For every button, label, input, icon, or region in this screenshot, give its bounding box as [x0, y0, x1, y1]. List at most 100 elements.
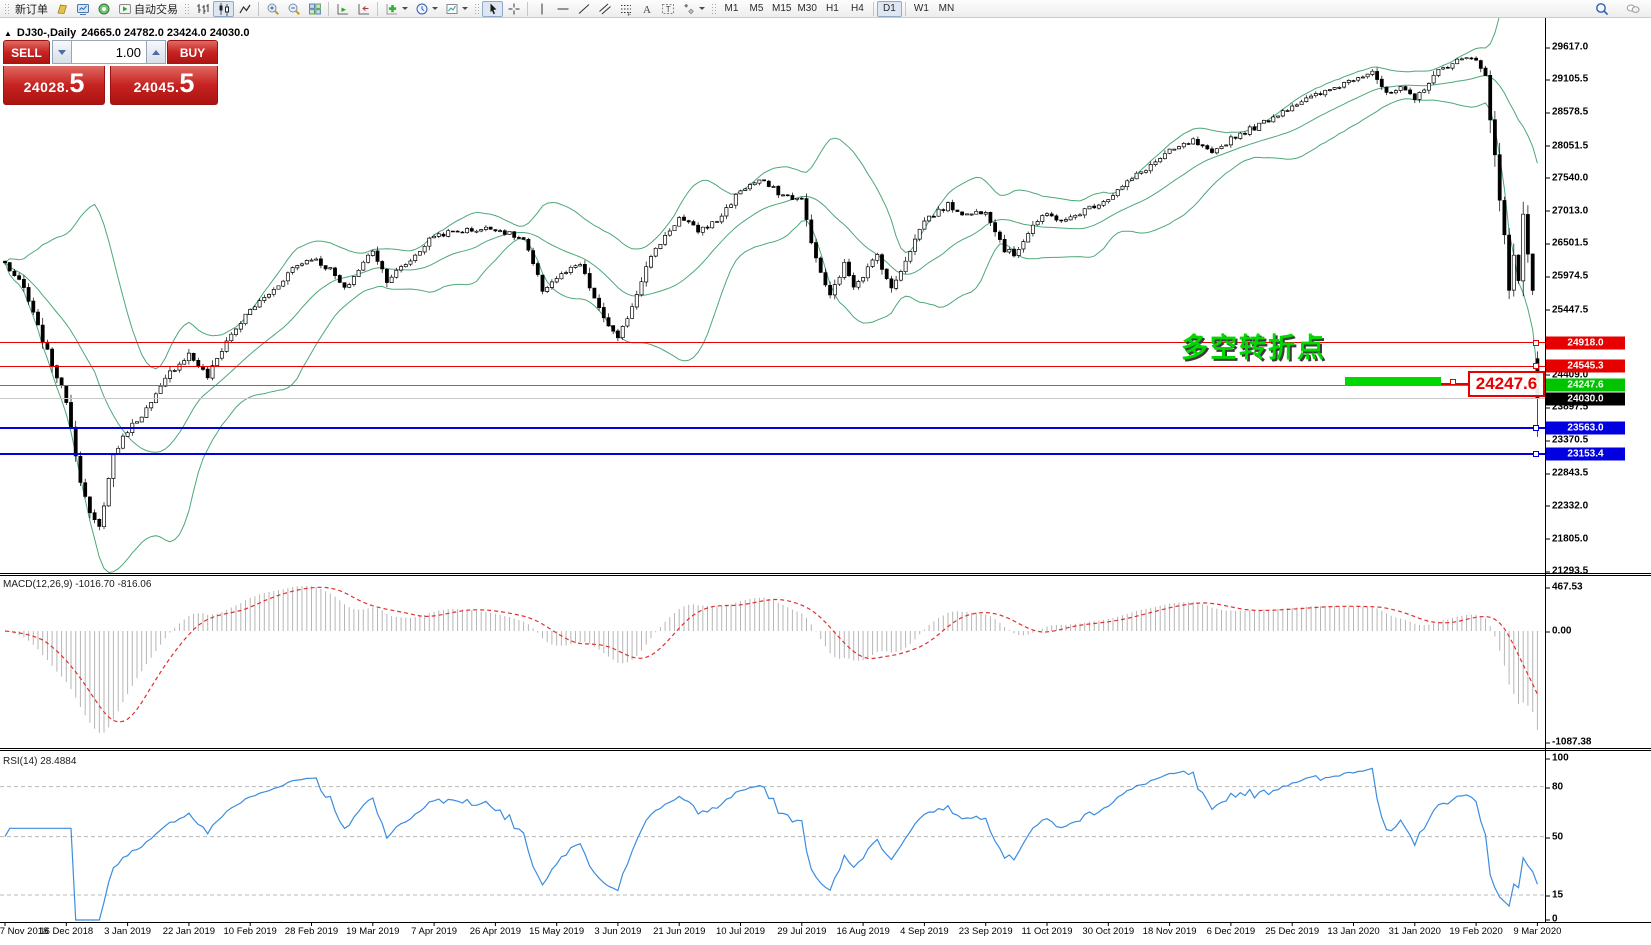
- date-label: 19 Mar 2019: [346, 926, 400, 937]
- chart-shift-button[interactable]: [353, 1, 374, 17]
- volume-decrease-button[interactable]: [52, 40, 72, 64]
- templates-button[interactable]: [441, 1, 471, 17]
- date-label: 22 Jan 2019: [162, 926, 216, 937]
- text-button[interactable]: A: [636, 1, 657, 17]
- price-axis-tick-28051.5: 28051.5: [1544, 140, 1589, 152]
- buy-price-pips: 5: [179, 68, 195, 98]
- line-handle-24545.3[interactable]: [1533, 363, 1539, 370]
- toolbar-grip: [474, 1, 479, 16]
- text-label-button[interactable]: T: [657, 1, 678, 17]
- horizontal-line-24545.3[interactable]: [0, 365, 1546, 367]
- toolbar: 新订单 自动交易 F A T M1 M5 M15 M30 H1 H4 D1 W1 MN: [0, 0, 1651, 18]
- svg-text:F: F: [627, 11, 631, 15]
- date-label: 31 Jan 2020: [1388, 926, 1441, 937]
- horizontal-line-24918[interactable]: [0, 342, 1546, 344]
- cursor-button[interactable]: [482, 0, 503, 17]
- line-handle-23563[interactable]: [1533, 425, 1539, 432]
- line-chart-button[interactable]: [234, 1, 255, 17]
- date-label: 26 Apr 2019: [469, 926, 521, 937]
- date-label: 28 Feb 2019: [284, 926, 339, 937]
- candles-icon: [216, 1, 231, 16]
- date-label: 11 Oct 2019: [1021, 926, 1073, 937]
- autotrading-button[interactable]: 自动交易: [114, 1, 181, 17]
- price-badge-23153.4: 23153.4: [1546, 447, 1625, 461]
- timeframe-m15-button[interactable]: M15: [772, 3, 792, 14]
- channel-button[interactable]: [594, 1, 615, 17]
- chart-symbol-period: DJ30-,Daily: [16, 27, 77, 39]
- tile-windows-button[interactable]: [304, 1, 325, 17]
- channel-icon: [597, 1, 612, 16]
- sell-button[interactable]: SELL: [3, 40, 50, 64]
- volume-increase-button[interactable]: [146, 40, 166, 64]
- price-callout-box[interactable]: 24247.6: [1468, 371, 1545, 397]
- chart-window-button[interactable]: [51, 1, 72, 17]
- tiles-icon: [307, 1, 322, 16]
- dropdown-caret-icon: [432, 7, 438, 10]
- macd-pane-splitter[interactable]: [0, 573, 1651, 574]
- date-label: 7 Nov 2018: [0, 926, 49, 937]
- date-label: 30 Oct 2019: [1082, 926, 1135, 937]
- periods-button[interactable]: [411, 1, 441, 17]
- date-label: 6 Dec 2019: [1206, 926, 1256, 937]
- chat-button[interactable]: [1622, 1, 1643, 17]
- horizontal-line-24247.6[interactable]: [0, 384, 1546, 386]
- rsi-pane-splitter[interactable]: [0, 748, 1651, 749]
- market-watch-button[interactable]: [72, 1, 93, 17]
- price-badge-24030.0: 24030.0: [1546, 392, 1625, 406]
- date-label: 4 Sep 2019: [900, 926, 949, 937]
- fibonacci-button[interactable]: F: [615, 1, 636, 17]
- horizontal-line-23153.4[interactable]: [0, 452, 1546, 455]
- bar-chart-button[interactable]: [192, 1, 213, 17]
- sell-price-panel[interactable]: 24028. 5: [3, 66, 105, 105]
- signals-button[interactable]: [93, 1, 114, 17]
- timeframe-w1-button[interactable]: W1: [913, 3, 929, 14]
- red-line-handle[interactable]: [1450, 379, 1456, 385]
- vertical-line-button[interactable]: [531, 1, 552, 17]
- zoom-out-button[interactable]: [283, 1, 304, 17]
- date-label: 3 Jun 2019: [594, 926, 642, 937]
- line-handle-24918[interactable]: [1533, 339, 1539, 346]
- fibonacci-icon: F: [618, 1, 633, 16]
- date-label: 18 Nov 2019: [1142, 926, 1197, 937]
- toolbar-grip: [711, 1, 716, 16]
- volume-input[interactable]: 1.00: [72, 40, 146, 64]
- indicators-button[interactable]: [381, 1, 411, 17]
- auto-scroll-button[interactable]: [332, 1, 353, 17]
- rsi-pane: [0, 767, 1545, 921]
- sell-button-label: SELL: [11, 45, 42, 60]
- signal-icon: [96, 1, 111, 16]
- chart-shift-icon: [356, 1, 371, 16]
- green-highlight-bar[interactable]: [1345, 377, 1441, 386]
- buy-price-panel[interactable]: 24045. 5: [110, 66, 218, 105]
- indicators-icon: [384, 1, 399, 16]
- price-axis-tick-23370.5: 23370.5: [1544, 434, 1589, 446]
- timeframe-d1-button[interactable]: D1: [876, 0, 902, 17]
- price-axis-tick-25447.5: 25447.5: [1544, 304, 1589, 315]
- turning-point-annotation[interactable]: 多空转折点: [1181, 333, 1326, 363]
- horizontal-line-button[interactable]: [552, 1, 573, 17]
- new-order-button[interactable]: 新订单: [12, 1, 51, 17]
- candlestick-chart-button[interactable]: [213, 0, 234, 17]
- arrows-button[interactable]: [678, 1, 708, 17]
- zoom-in-button[interactable]: [262, 1, 283, 17]
- horizontal-line-23563[interactable]: [0, 427, 1546, 430]
- buy-button[interactable]: BUY: [167, 40, 218, 64]
- crosshair-button[interactable]: [503, 1, 524, 17]
- toolbar-separator: [904, 1, 906, 16]
- template-icon: [444, 1, 459, 16]
- timeframe-m5-button[interactable]: M5: [749, 3, 764, 14]
- search-button[interactable]: [1591, 1, 1612, 17]
- timeframe-h4-button[interactable]: H4: [851, 3, 864, 14]
- dropdown-caret-icon: [699, 7, 705, 10]
- timeframe-h1-button[interactable]: H1: [826, 3, 839, 14]
- line-handle-23153.4[interactable]: [1533, 450, 1539, 457]
- zoom-out-icon: [286, 1, 301, 16]
- price-axis-tick-25974.5: 25974.5: [1544, 270, 1589, 282]
- trendline-button[interactable]: [573, 1, 594, 17]
- dropdown-caret-icon: [462, 7, 468, 10]
- date-label: 13 Jan 2020: [1327, 926, 1380, 937]
- timeframe-m30-button[interactable]: M30: [797, 3, 817, 14]
- timeframe-mn-button[interactable]: MN: [938, 3, 955, 14]
- timeframe-m1-button[interactable]: M1: [724, 3, 739, 14]
